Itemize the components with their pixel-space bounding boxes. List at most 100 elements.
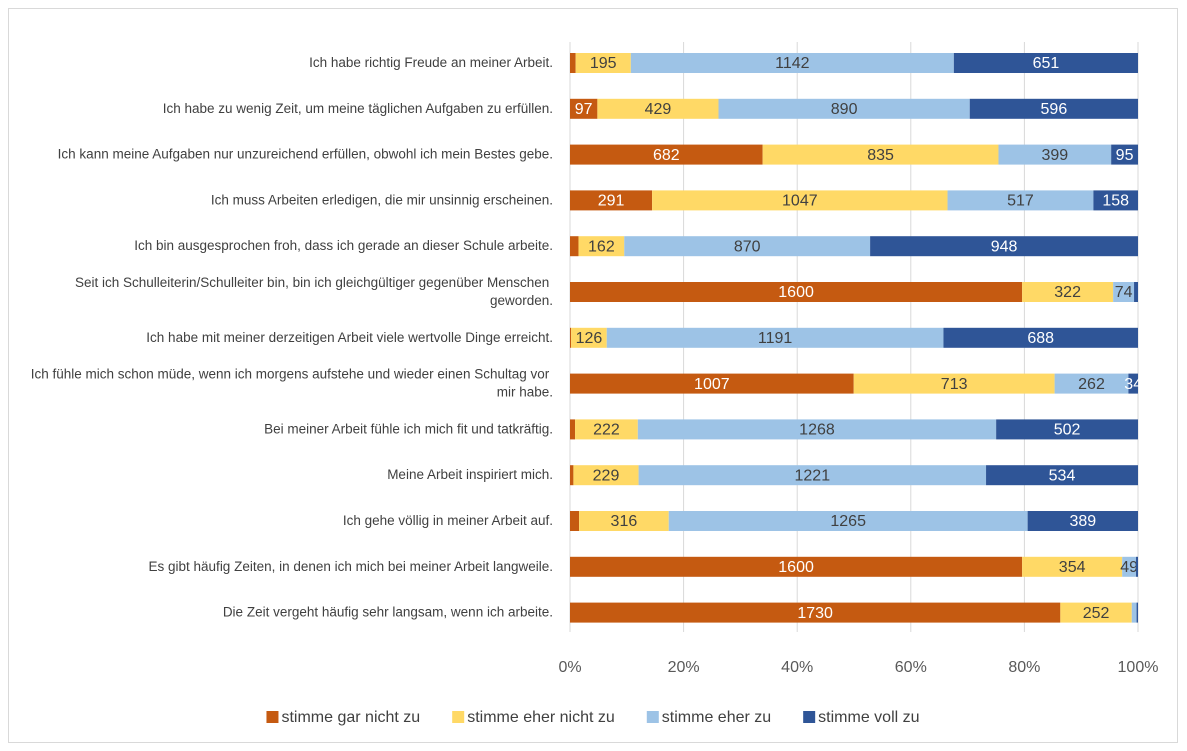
data-label: 890	[831, 101, 858, 118]
bar-segment	[947, 190, 1094, 211]
data-label: 95	[1116, 147, 1134, 164]
bar-segment	[1122, 556, 1137, 577]
data-label: 291	[598, 193, 625, 210]
bar-segment	[570, 465, 574, 486]
bar-segment	[943, 327, 1138, 348]
bar-segment	[578, 236, 625, 257]
bar-segment	[570, 419, 576, 440]
bar-segment	[870, 236, 1138, 257]
bar-segment	[969, 98, 1138, 119]
data-label: 534	[1049, 467, 1076, 484]
data-label: 682	[653, 147, 680, 164]
data-label: 1221	[795, 467, 831, 484]
bar-segment	[570, 98, 598, 119]
category-label: Ich bin ausgesprochen froh, dass ich ger…	[134, 238, 553, 253]
bar-segment	[571, 327, 607, 348]
legend-swatch	[266, 711, 279, 723]
data-label: 1600	[778, 559, 814, 576]
x-tick-label: 0%	[558, 659, 581, 676]
bar-segment	[630, 53, 954, 73]
category-label: Meine Arbeit inspiriert mich.	[387, 467, 553, 482]
bar-segment	[1093, 190, 1138, 211]
bar-segment	[570, 144, 763, 165]
legend-label: stimme eher zu	[662, 709, 771, 726]
bar-segment	[986, 465, 1138, 486]
data-label: 399	[1041, 147, 1068, 164]
category-label: Ich habe zu wenig Zeit, um meine täglich…	[163, 100, 553, 115]
legend-swatch	[452, 711, 465, 723]
legend-swatch	[803, 711, 816, 723]
data-label: 1730	[797, 605, 833, 622]
bar-segment	[570, 511, 580, 531]
data-label: 158	[1102, 193, 1129, 210]
x-tick-label: 40%	[781, 659, 813, 676]
data-label: 354	[1059, 559, 1086, 576]
data-label: 162	[588, 238, 615, 255]
data-label: 74	[1115, 284, 1133, 301]
data-label: 1268	[799, 422, 835, 439]
bar-segment	[570, 602, 1061, 623]
bar-segment	[570, 190, 653, 211]
category-label: Es gibt häufig Zeiten, in denen ich mich…	[149, 558, 553, 573]
bar-segment	[1022, 282, 1114, 302]
data-label: 596	[1041, 101, 1068, 118]
category-label: Ich fühle mich schon müde, wenn ich morg…	[31, 366, 553, 399]
bar-segment	[570, 327, 572, 348]
data-label: 948	[991, 238, 1018, 255]
x-tick-label: 80%	[1008, 659, 1040, 676]
bar-segment	[575, 53, 631, 73]
legend-label: stimme voll zu	[818, 709, 919, 726]
bar-segment	[570, 373, 854, 394]
data-label: 1142	[775, 55, 810, 72]
legend-label: stimme gar nicht zu	[281, 709, 420, 726]
bar-segment	[1136, 556, 1138, 577]
bar-segment	[762, 144, 999, 165]
data-label: 126	[576, 330, 603, 347]
data-label: 870	[734, 238, 761, 255]
bar-segment	[1060, 602, 1132, 623]
bar-segment	[1136, 602, 1138, 623]
category-label: Bei meiner Arbeit fühle ich mich fit und…	[264, 421, 553, 436]
data-label: 835	[867, 147, 894, 164]
data-label: 1600	[778, 284, 814, 301]
data-label: 1047	[782, 193, 818, 210]
x-tick-label: 60%	[895, 659, 927, 676]
bar-segment	[953, 53, 1138, 73]
bar-segment	[570, 236, 579, 257]
category-label: Seit ich Schulleiterin/Schulleiter bin, …	[75, 275, 553, 308]
bar-segment	[579, 511, 669, 531]
data-label: 502	[1054, 422, 1081, 439]
data-label: 389	[1069, 513, 1096, 530]
bar-segment	[638, 465, 987, 486]
data-label: 262	[1078, 376, 1105, 393]
data-label: 651	[1033, 55, 1060, 72]
bar-segment	[1128, 373, 1138, 394]
bar-segment	[1113, 282, 1135, 302]
bar-segment	[570, 556, 1023, 577]
bar-segment	[718, 98, 970, 119]
category-label: Die Zeit vergeht häufig sehr langsam, we…	[223, 604, 553, 619]
category-label: Ich habe mit meiner derzeitigen Arbeit v…	[146, 329, 553, 344]
data-label: 688	[1027, 330, 1054, 347]
bar-segment	[606, 327, 944, 348]
data-label: 1265	[830, 513, 866, 530]
data-label: 97	[575, 101, 593, 118]
x-tick-label: 100%	[1118, 659, 1159, 676]
bar-segment	[1111, 144, 1138, 165]
bar-segment	[1027, 511, 1138, 531]
category-label: Ich gehe völlig in meiner Arbeit auf.	[343, 513, 553, 528]
data-label: 252	[1083, 605, 1110, 622]
bar-segment	[573, 465, 639, 486]
data-label: 229	[593, 467, 620, 484]
data-label: 1191	[758, 330, 793, 347]
data-label: 1007	[694, 376, 730, 393]
data-label: 429	[645, 101, 672, 118]
bar-segment	[1134, 282, 1138, 302]
bar-segment	[1131, 602, 1137, 623]
bar-segment	[998, 144, 1112, 165]
bar-segment	[570, 53, 576, 73]
bar-segment	[624, 236, 871, 257]
data-label: 34	[1124, 376, 1142, 393]
bar-segment	[597, 98, 719, 119]
